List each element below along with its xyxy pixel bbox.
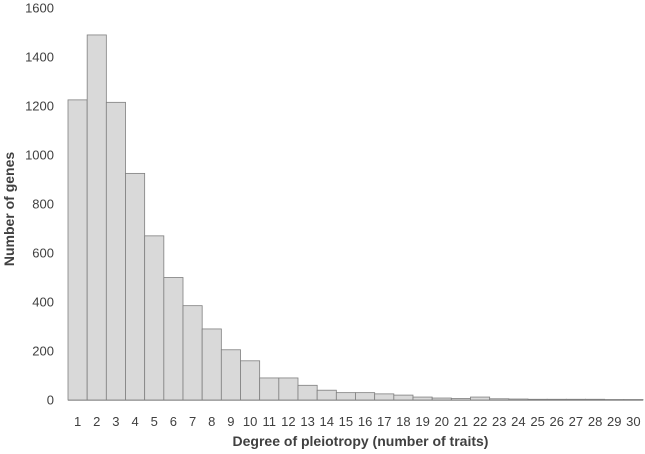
y-tick-label: 1600 [25,1,54,16]
y-axis-title: Number of genes [1,152,17,267]
bar [201,328,222,401]
bar [278,377,299,401]
x-tick-label: 7 [189,414,196,429]
x-tick-label: 20 [435,414,449,429]
x-tick-label: 26 [550,414,564,429]
bar [335,392,356,401]
x-axis-title: Degree of pleiotropy (number of traits) [233,433,489,449]
bar [105,101,126,401]
y-tick-label: 1000 [25,148,54,163]
x-tick-label: 18 [396,414,410,429]
x-tick-label: 23 [492,414,506,429]
bar [489,398,510,401]
y-tick-label: 200 [32,344,54,359]
bar [297,384,318,401]
x-tick-label: 8 [208,414,215,429]
bar [182,305,203,401]
x-tick-label: 6 [170,414,177,429]
bar [450,398,471,401]
bar [393,394,414,401]
x-tick-label: 30 [626,414,640,429]
x-tick-label: 13 [300,414,314,429]
x-tick-label: 27 [569,414,583,429]
x-tick-label: 14 [320,414,334,429]
x-tick-label: 15 [339,414,353,429]
y-tick-label: 600 [32,246,54,261]
bar [508,398,529,401]
y-tick-label: 400 [32,295,54,310]
bars [67,34,644,401]
y-axis-ticks: 0 200 400 600 800 1000 1200 1400 1600 [25,1,54,408]
x-tick-label: 22 [473,414,487,429]
x-tick-label: 17 [377,414,391,429]
y-tick-label: 1200 [25,99,54,114]
bar [316,389,337,401]
bar [546,398,567,401]
bar [144,235,165,401]
bar [67,99,88,401]
x-tick-label: 19 [415,414,429,429]
bar [431,397,452,401]
x-tick-label: 16 [358,414,372,429]
bar [527,398,548,401]
x-tick-label: 28 [588,414,602,429]
x-tick-label: 2 [93,414,100,429]
x-tick-label: 29 [607,414,621,429]
bar [565,398,586,401]
x-tick-label: 10 [243,414,257,429]
x-tick-label: 24 [511,414,525,429]
bar [163,277,184,401]
y-tick-label: 0 [47,393,54,408]
x-axis-ticks: 1 2 3 4 5 6 7 8 9 10 11 12 13 14 15 16 17 18 19 20 21 22 23 24 2… [74,414,641,429]
bar [259,377,280,401]
bar [86,34,107,401]
x-tick-label: 1 [74,414,81,429]
y-tick-label: 1400 [25,50,54,65]
x-tick-label: 3 [112,414,119,429]
bar [585,398,606,401]
bar [412,396,433,401]
x-tick-label: 9 [227,414,234,429]
x-tick-label: 11 [263,414,277,429]
bar [355,392,376,401]
x-tick-label: 21 [454,414,468,429]
bar [470,396,491,401]
x-tick-label: 25 [530,414,544,429]
bar [374,393,395,401]
bar [220,349,241,401]
x-tick-label: 5 [151,414,158,429]
bar [125,172,146,401]
y-tick-label: 800 [32,197,54,212]
x-tick-label: 4 [131,414,138,429]
bar [240,360,261,401]
x-tick-label: 12 [281,414,295,429]
